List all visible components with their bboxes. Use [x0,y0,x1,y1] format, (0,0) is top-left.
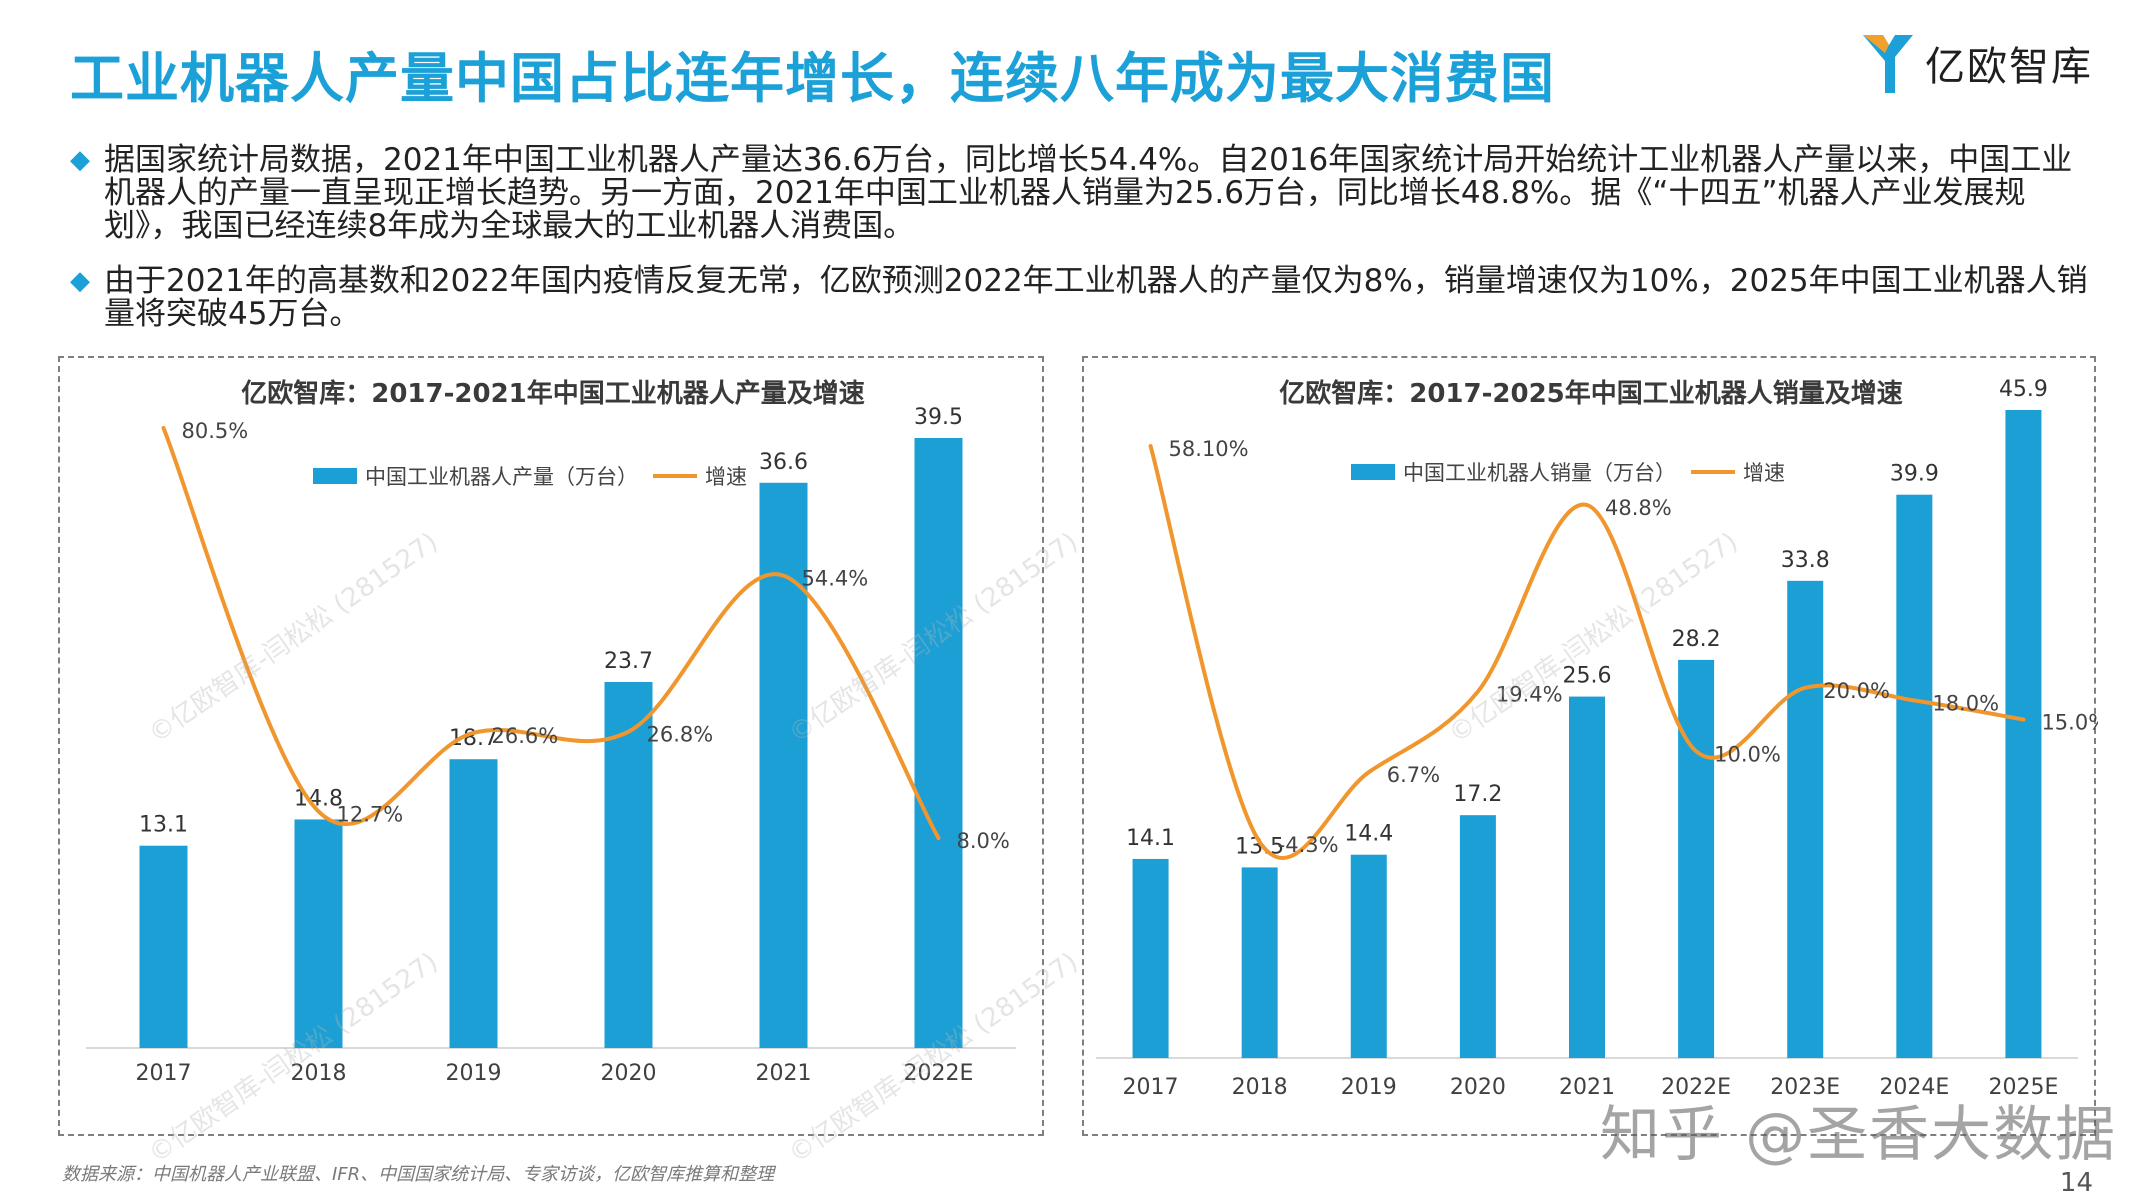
x-tick-label: 2024E [1879,1075,1949,1100]
legend-line-label: 增速 [705,465,747,489]
bar [294,819,343,1048]
line-value-label: 48.8% [1605,496,1672,520]
bar [1459,815,1496,1058]
legend-bar-swatch [313,468,357,484]
x-tick-label: 2023E [1770,1075,1840,1100]
bar-value-label: 14.4 [1344,822,1393,847]
production-chart-panel: 亿欧智库：2017-2021年中国工业机器人产量及增速中国工业机器人产量（万台）… [58,356,1044,1136]
legend-bar-label: 中国工业机器人产量（万台） [365,465,638,489]
line-value-label: 8.0% [957,829,1010,853]
legend-bar-label: 中国工业机器人销量（万台） [1403,461,1676,485]
line-value-label: 15.0% [2041,711,2098,735]
bullet-item: ◆ 由于2021年的高基数和2022年国内疫情反复无常，亿欧预测2022年工业机… [70,265,2090,331]
bullet-item: ◆ 据国家统计局数据，2021年中国工业机器人产量达36.6万台，同比增长54.… [70,144,2090,243]
page-number: 14 [2059,1168,2093,1198]
line-value-label: 20.0% [1823,679,1890,703]
line-value-label: 10.0% [1714,742,1781,766]
line-value-label: 26.6% [492,724,559,748]
bar [139,845,188,1048]
growth-rate-line [161,426,941,840]
chart-title: 亿欧智库：2017-2021年中国工业机器人产量及增速 [241,378,865,409]
page-title: 工业机器人产量中国占比连年增长，连续八年成为最大消费国 [70,47,1555,110]
bar-value-label: 13.1 [139,813,188,838]
line-value-label: 54.4% [802,567,869,591]
diamond-bullet-icon: ◆ [70,145,90,175]
bar-value-label: 14.1 [1126,826,1175,851]
bar [1896,494,1933,1058]
chart-title: 亿欧智库：2017-2025年中国工业机器人销量及增速 [1279,378,1903,409]
sales-chart: 亿欧智库：2017-2025年中国工业机器人销量及增速中国工业机器人销量（万台）… [1096,377,2098,1100]
x-tick-label: 2018 [291,1061,347,1086]
bullet-list: ◆ 据国家统计局数据，2021年中国工业机器人产量达36.6万台，同比增长54.… [70,144,2090,353]
x-tick-label: 2022E [1661,1075,1731,1100]
line-value-label: 26.8% [647,723,714,747]
line-value-label: 12.7% [337,802,404,826]
legend-bar-swatch [1351,464,1395,480]
x-tick-label: 2020 [601,1061,657,1086]
legend-line-label: 增速 [1743,461,1785,485]
line-value-label: 6.7% [1387,763,1440,787]
line-value-label: 58.10% [1169,437,1249,461]
bar-value-label: 45.9 [1999,377,2048,402]
x-tick-label: 2018 [1232,1075,1288,1100]
x-tick-label: 2017 [1123,1075,1179,1100]
bar-value-label: 39.5 [914,405,963,430]
bar [449,759,498,1048]
bar [1241,867,1278,1058]
line-value-label: 18.0% [1932,691,1999,715]
bar [1787,580,1824,1058]
sales-chart-panel: 亿欧智库：2017-2025年中国工业机器人销量及增速中国工业机器人销量（万台）… [1082,356,2098,1136]
production-chart: 亿欧智库：2017-2021年中国工业机器人产量及增速中国工业机器人产量（万台）… [86,378,1016,1086]
bar-value-label: 17.2 [1453,782,1502,807]
bullet-text: 据国家统计局数据，2021年中国工业机器人产量达36.6万台，同比增长54.4%… [104,142,2073,244]
bar [759,482,808,1049]
bar [1132,858,1169,1058]
platform-watermark: 知乎 @圣香大数据 [1600,1100,2118,1170]
brand-logo: 亿欧智库 [1861,28,2093,98]
x-tick-label: 2019 [446,1061,502,1086]
bullet-text: 由于2021年的高基数和2022年国内疫情反复无常，亿欧预测2022年工业机器人… [104,263,2088,332]
bar [1569,696,1605,1058]
diamond-bullet-icon: ◆ [70,266,90,296]
x-tick-label: 2017 [136,1061,192,1086]
bar-value-label: 23.7 [604,649,653,674]
x-tick-label: 2019 [1341,1075,1397,1100]
x-tick-label: 2020 [1450,1075,1506,1100]
x-tick-label: 2022E [904,1061,974,1086]
bar-value-label: 36.6 [759,450,808,475]
logo-text: 亿欧智库 [1925,44,2093,90]
x-tick-label: 2025E [1988,1075,2058,1100]
bar [604,682,653,1048]
x-tick-label: 2021 [1559,1075,1615,1100]
line-value-label: 80.5% [182,419,249,443]
bar [1678,659,1715,1058]
logo-icon [1863,35,1913,93]
bar-value-label: 28.2 [1672,627,1721,652]
bar [2005,410,2042,1058]
line-value-label: -4.3% [1278,833,1339,857]
bar [914,438,963,1048]
data-source-footnote: 数据来源：中国机器人产业联盟、IFR、中国国家统计局、专家访谈，亿欧智库推算和整… [62,1164,775,1185]
bar-value-label: 33.8 [1781,548,1830,573]
line-value-label: 19.4% [1496,683,1563,707]
bar-value-label: 25.6 [1563,664,1612,689]
x-tick-label: 2021 [756,1061,812,1086]
bar [1350,854,1387,1058]
bar-value-label: 39.9 [1890,462,1939,487]
growth-rate-line [1148,444,2026,861]
